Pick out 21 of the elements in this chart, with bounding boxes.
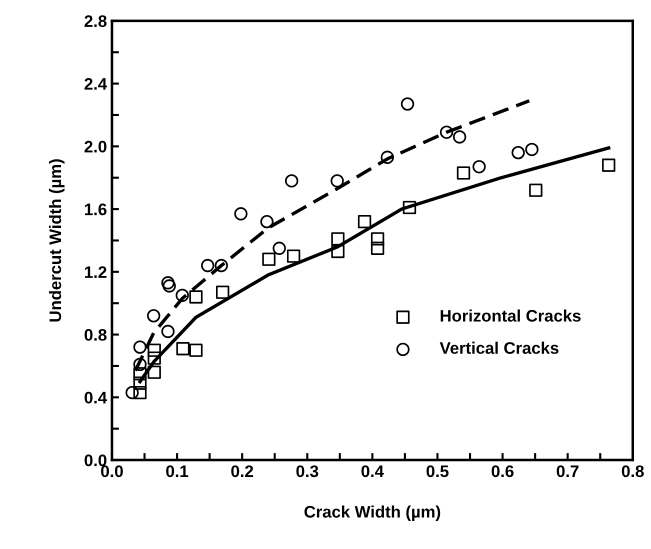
x-tick-label: 0.5: [426, 465, 449, 478]
x-tick-label: 0.4: [361, 465, 384, 478]
x-axis-title: Crack Width (µm): [304, 505, 440, 522]
x-tick-label: 0.8: [622, 465, 644, 478]
legend-label: Horizontal Cracks: [440, 309, 581, 322]
x-tick-label: 0.2: [231, 465, 254, 478]
y-tick-label: 0.0: [84, 454, 106, 466]
y-tick-label: 2.0: [84, 140, 106, 153]
legend-label: Vertical Cracks: [440, 342, 558, 354]
x-tick-label: 0.1: [166, 465, 188, 478]
y-axis-title: Undercut Width (µm): [48, 159, 64, 322]
y-tick-label: 0.4: [84, 392, 108, 404]
x-tick-label: 0.6: [492, 465, 514, 478]
y-tick-label: 1.6: [84, 203, 107, 216]
y-tick-label: 2.8: [84, 15, 107, 28]
y-tick-label: 2.4: [84, 78, 108, 90]
x-tick-label: 0.7: [556, 465, 579, 478]
y-tick-label: 0.8: [84, 328, 107, 341]
x-tick-label: 0.3: [296, 465, 318, 478]
y-tick-label: 1.2: [84, 266, 106, 278]
x-tick-label: 0.0: [101, 465, 123, 478]
